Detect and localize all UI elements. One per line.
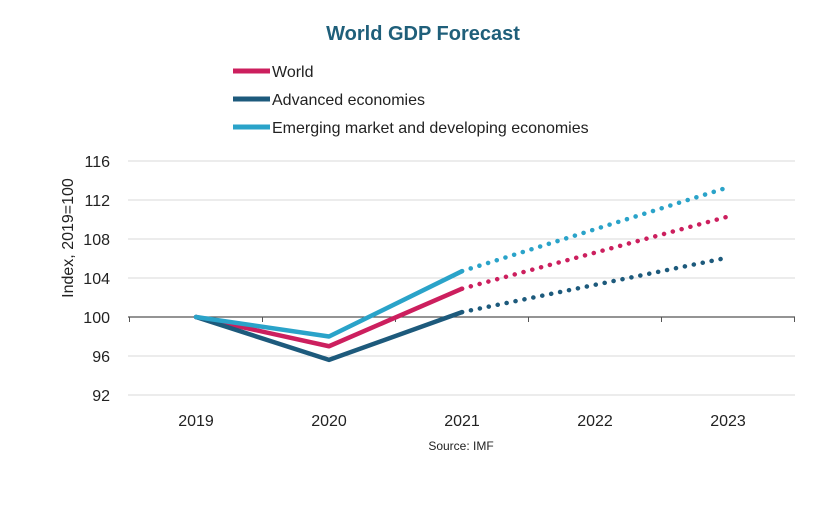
legend: World Advanced economies Emerging market a…	[233, 64, 589, 137]
legend-label: Emerging market and developing economies	[272, 120, 589, 137]
y-axis-ticks: 92 96 100 104 108 112 116	[83, 154, 110, 405]
series-lines	[193, 185, 731, 363]
y-tick-label: 92	[92, 388, 110, 405]
y-tick-label: 104	[83, 271, 110, 288]
x-tick-label: 2019	[178, 413, 214, 430]
x-tick-label: 2023	[710, 413, 746, 430]
y-axis-label: Index, 2019=100	[60, 178, 77, 298]
source-note: Source: IMF	[428, 439, 493, 453]
y-tick-label: 116	[84, 154, 110, 171]
gridlines	[128, 160, 795, 396]
y-tick-label: 96	[92, 349, 110, 366]
x-axis-ticks: 2019 2020 2021 2022 2023	[178, 413, 746, 430]
series-line-forecast	[459, 185, 731, 274]
y-tick-label: 108	[83, 232, 110, 249]
x-tick-label: 2022	[577, 413, 613, 430]
legend-label: World	[272, 64, 314, 81]
x-tick-label: 2020	[311, 413, 347, 430]
chart-title: World GDP Forecast	[326, 23, 520, 45]
y-tick-label: 100	[83, 310, 110, 327]
legend-label: Advanced economies	[272, 92, 425, 109]
x-tick-label: 2021	[444, 413, 480, 430]
y-tick-label: 112	[84, 193, 110, 210]
